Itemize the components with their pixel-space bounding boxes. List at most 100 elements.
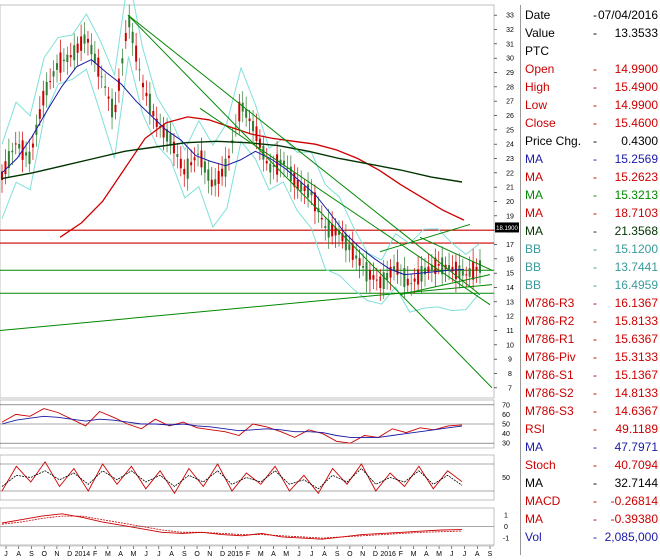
candle-body — [90, 44, 93, 55]
candle-body — [423, 267, 426, 275]
candle-body — [31, 143, 34, 148]
candle-body — [148, 93, 151, 115]
panel-value: 15.3133 — [614, 350, 658, 364]
panel-label: M786-R2 — [525, 314, 575, 328]
panel-row: Close - 15.4600 — [521, 114, 660, 132]
panel-dash: - — [593, 332, 597, 346]
candle-body — [344, 234, 347, 251]
panel-value: 40.7094 — [614, 458, 658, 472]
x-tick-label-17: D — [220, 551, 225, 558]
panel-dash: - — [593, 206, 597, 220]
stoch-chart: 50 — [0, 454, 510, 501]
panel-label: Date — [525, 8, 551, 22]
candle-body — [475, 266, 478, 271]
candle-body — [59, 52, 62, 73]
macd-signal-line — [1, 515, 463, 539]
candle-body — [282, 160, 285, 165]
panel-label: RSI — [525, 422, 546, 436]
price-tick-label-0: 7 — [508, 385, 512, 392]
panel-label: High — [525, 80, 550, 94]
candle-body — [427, 266, 430, 273]
rsi-tick-label-1: 40 — [502, 431, 510, 438]
x-tick-label-25: A — [322, 551, 327, 558]
panel-value: 14.9900 — [614, 98, 658, 112]
x-tick-label-13: A — [169, 551, 174, 558]
panel-dash: - — [593, 350, 597, 364]
panel-value: 15.6367 — [614, 332, 658, 346]
x-tick-label-38: S — [488, 551, 493, 558]
trend-line-1 — [127, 14, 481, 296]
x-tick-label-30: 2016 — [380, 551, 396, 558]
candle-body — [248, 118, 251, 122]
candle-body — [155, 118, 158, 127]
panel-row: M786-R1 - 15.6367 — [521, 330, 660, 348]
candle-body — [86, 38, 89, 43]
panel-label: Stoch — [525, 458, 556, 472]
candle-body — [214, 179, 217, 186]
candle-body — [107, 96, 110, 99]
panel-dash: - — [593, 494, 597, 508]
candle-body — [458, 265, 461, 279]
panel-dash: - — [593, 62, 597, 76]
rsi-ma-line — [1, 415, 463, 438]
panel-label: Open — [525, 62, 555, 76]
price-marker-label: 18.1900 — [496, 226, 518, 232]
panel-label: M786-Piv — [525, 350, 576, 364]
panel-dash: - — [593, 170, 597, 184]
candle-body — [262, 145, 265, 160]
candle-body — [454, 261, 457, 280]
panel-label: M786-R3 — [525, 296, 575, 310]
candle-body — [368, 270, 371, 280]
price-tick-label-18: 25 — [506, 127, 514, 134]
panel-row: MA - 47.7971 — [521, 438, 660, 456]
price-tick-label-7: 14 — [506, 285, 514, 292]
candle-body — [375, 279, 378, 281]
candle-body — [255, 126, 258, 142]
x-tick-label-28: N — [360, 551, 365, 558]
x-tick-label-31: F — [399, 551, 403, 558]
panel-label: M786-S1 — [525, 368, 574, 382]
panel-dash: - — [593, 8, 597, 22]
candle-body — [56, 63, 59, 70]
candle-body — [265, 160, 268, 164]
x-tick-label-6: 2014 — [75, 551, 91, 558]
x-tick-label-26: S — [335, 551, 340, 558]
x-tick-label-35: J — [450, 551, 454, 558]
candle-body — [128, 15, 131, 28]
price-tick-label-13: 20 — [506, 199, 514, 206]
x-tick-label-8: M — [105, 551, 111, 558]
panel-value: -0.39380 — [610, 512, 658, 526]
candle-body — [327, 219, 330, 238]
candle-body — [389, 266, 392, 278]
candle-body — [221, 168, 224, 177]
price-tick-label-22: 29 — [506, 70, 514, 77]
stoch-ma-line — [1, 467, 463, 490]
x-tick-label-12: J — [157, 551, 161, 558]
panel-value: 14.6367 — [614, 404, 658, 418]
x-tick-label-15: O — [194, 551, 200, 558]
candle-body — [190, 162, 193, 166]
candle-body — [18, 144, 21, 149]
x-tick-label-7: F — [93, 551, 97, 558]
x-tick-label-10: M — [130, 551, 136, 558]
panel-row: Date -07/04/2016 — [521, 6, 660, 24]
panel-value: 32.7144 — [614, 476, 658, 490]
x-axis: J A S O N D 2014 F M A M J J A S O N D 2015 F M A M J J A S O N D 2016… — [0, 545, 494, 558]
panel-value: 16.4959 — [614, 278, 658, 292]
candle-body — [197, 153, 200, 155]
macd-tick-label-0: 1 — [504, 512, 508, 519]
panel-row: M786-Piv - 15.3133 — [521, 348, 660, 366]
candle-body — [379, 276, 382, 289]
panel-row: MA - 21.3568 — [521, 222, 660, 240]
trend-line-3 — [379, 223, 471, 253]
panel-row: PTC — [521, 42, 660, 60]
panel-label: MACD — [525, 494, 561, 508]
price-chart: 7891011121314151617181920212223242526272… — [0, 0, 519, 399]
price-tick-label-23: 30 — [506, 56, 514, 63]
panel-dash: - — [593, 368, 597, 382]
panel-row: M786-S3 - 14.6367 — [521, 402, 660, 420]
candle-body — [200, 150, 203, 168]
panel-dash: - — [593, 116, 597, 130]
candle-body — [320, 217, 323, 220]
candle-body — [355, 255, 358, 259]
